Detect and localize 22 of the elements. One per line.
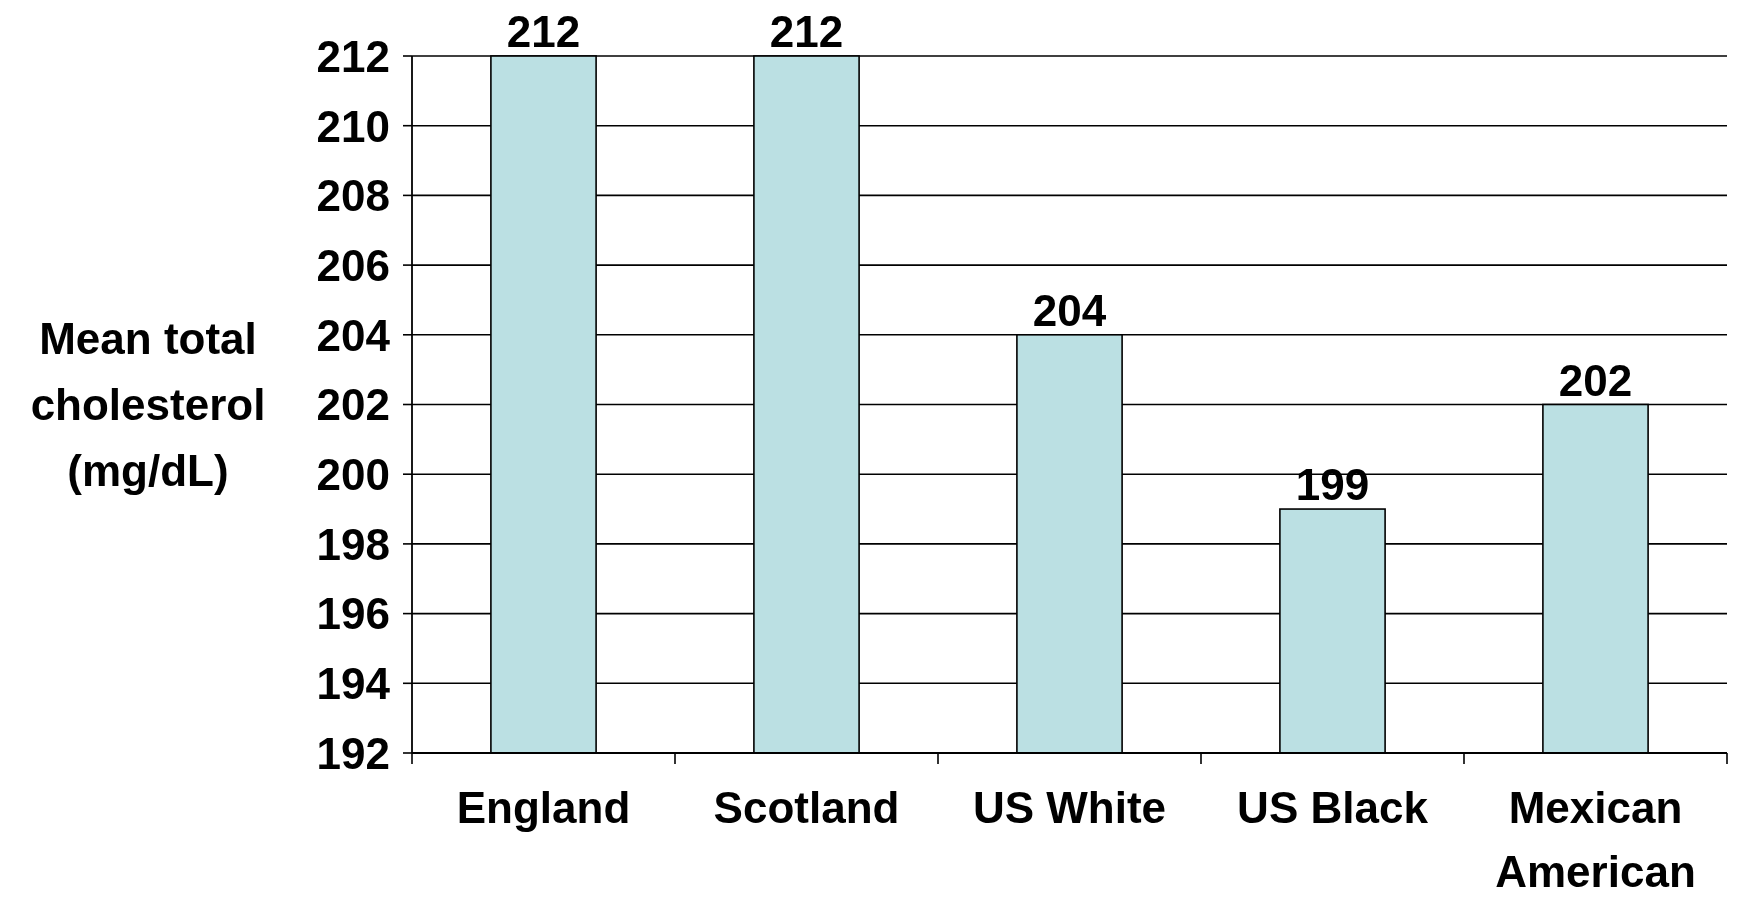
y-tick-label: 208	[316, 171, 390, 221]
y-tick-label: 196	[316, 589, 390, 639]
y-tick-label: 200	[316, 450, 390, 500]
x-tick-label: US White	[972, 783, 1167, 832]
x-tick-label: England	[456, 783, 631, 832]
data-label: 204	[1032, 285, 1107, 335]
data-label: 199	[1295, 460, 1370, 510]
x-tick-label: US Black	[1237, 783, 1429, 832]
y-axis-title: Mean total cholesterol (mg/dL)	[30, 313, 266, 495]
data-label: 212	[506, 7, 581, 56]
data-label: 212	[769, 7, 844, 56]
y-tick-label: 212	[316, 31, 390, 81]
y-tick-label: 210	[316, 101, 390, 151]
data-label: 202	[1558, 355, 1633, 405]
y-tick-label: 192	[316, 728, 390, 778]
y-tick-label: 206	[316, 240, 390, 290]
x-tick-label: Mexican American	[1495, 783, 1696, 896]
y-tick-label: 204	[316, 310, 391, 360]
y-tick-label: 198	[316, 519, 390, 569]
x-tick-label: Scotland	[713, 783, 900, 832]
y-tick-label: 194	[316, 659, 391, 709]
y-tick-label: 202	[316, 380, 390, 430]
